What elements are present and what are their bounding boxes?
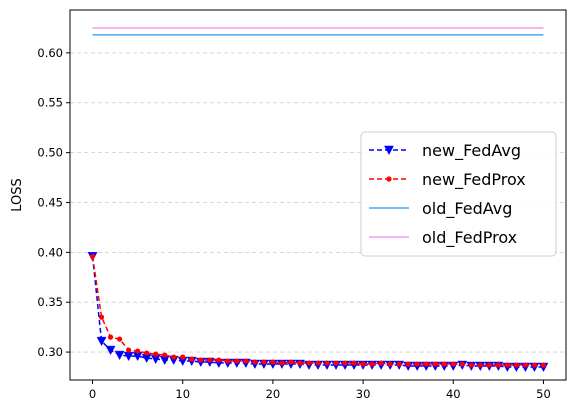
data-point	[198, 357, 204, 363]
data-point	[105, 345, 116, 356]
legend-label: old_FedAvg	[422, 199, 512, 219]
legend-entry: old_FedProx	[369, 228, 517, 248]
data-point	[384, 145, 394, 156]
data-point	[351, 360, 357, 366]
data-point	[144, 350, 150, 356]
data-point	[441, 361, 447, 367]
legend-label: new_FedAvg	[422, 141, 521, 161]
data-point	[234, 358, 240, 364]
y-tick-label: 0.35	[37, 295, 63, 309]
data-point	[405, 361, 411, 367]
data-point	[171, 354, 177, 360]
data-point	[98, 314, 105, 320]
data-point	[297, 360, 303, 366]
data-point	[504, 362, 510, 368]
data-point	[522, 362, 529, 368]
data-point	[135, 348, 141, 354]
data-point	[432, 361, 438, 367]
legend-entry: new_FedProx	[369, 170, 526, 190]
data-point	[360, 361, 366, 367]
data-point	[252, 359, 258, 365]
y-tick-label: 0.55	[37, 96, 63, 110]
legend-label: new_FedProx	[422, 170, 526, 190]
data-point	[387, 361, 393, 367]
y-tick-label: 0.30	[37, 345, 63, 359]
data-point	[270, 359, 276, 365]
data-point	[243, 358, 249, 364]
y-tick-label: 0.40	[37, 245, 63, 259]
legend-label: old_FedProx	[422, 228, 517, 248]
x-tick-label: 50	[536, 387, 551, 401]
data-point	[96, 336, 107, 347]
data-point	[189, 356, 195, 362]
data-point	[288, 359, 294, 365]
data-point	[459, 361, 465, 367]
x-tick-label: 0	[89, 387, 96, 401]
y-axis-label: LOSS	[10, 178, 25, 212]
data-point	[531, 362, 538, 368]
data-point	[369, 361, 375, 367]
data-point	[180, 354, 186, 360]
data-point	[279, 360, 285, 366]
data-point	[486, 362, 492, 368]
x-tick-label: 20	[266, 387, 281, 401]
data-point	[225, 358, 231, 364]
series-layer	[87, 27, 549, 373]
series-new_FedProx	[89, 253, 547, 368]
data-point	[216, 357, 222, 363]
data-point	[495, 362, 501, 368]
data-point	[396, 361, 402, 367]
data-point	[117, 336, 123, 342]
data-point	[89, 253, 96, 259]
data-point	[207, 357, 213, 363]
x-tick-label: 30	[356, 387, 371, 401]
data-point	[114, 350, 125, 361]
data-point	[386, 176, 392, 182]
legend: new_FedAvg new_FedProx old_FedAvg old_FedPr…	[360, 131, 557, 257]
x-tick-label: 40	[446, 387, 461, 401]
data-point	[153, 351, 159, 357]
series-line	[91, 256, 544, 366]
ticks-layer: 0.30 0.35 0.40 0.45 0.50 0.55 0.60 0 10 20 30 40 50	[37, 46, 550, 401]
data-point	[378, 360, 384, 366]
plot-frame	[69, 9, 567, 381]
y-tick-label: 0.50	[37, 146, 63, 160]
data-point	[315, 360, 321, 366]
legend-entry: new_FedAvg	[369, 141, 521, 161]
legend-entry: old_FedAvg	[369, 199, 512, 219]
data-point	[324, 360, 330, 366]
data-point	[306, 360, 312, 366]
data-point	[540, 362, 547, 368]
data-point	[261, 359, 267, 365]
y-tick-label: 0.60	[37, 46, 63, 60]
series-line	[91, 256, 544, 368]
data-point	[450, 361, 456, 367]
data-point	[333, 360, 339, 366]
y-tick-label: 0.45	[37, 195, 63, 209]
data-point	[513, 362, 520, 368]
data-point	[468, 362, 474, 368]
x-tick-label: 10	[175, 387, 190, 401]
data-point	[162, 352, 168, 358]
data-point	[107, 334, 114, 340]
legend-box	[360, 131, 557, 257]
data-point	[423, 361, 429, 367]
data-point	[342, 360, 348, 366]
data-point	[477, 362, 483, 368]
data-point	[414, 361, 420, 367]
data-point	[126, 347, 132, 353]
